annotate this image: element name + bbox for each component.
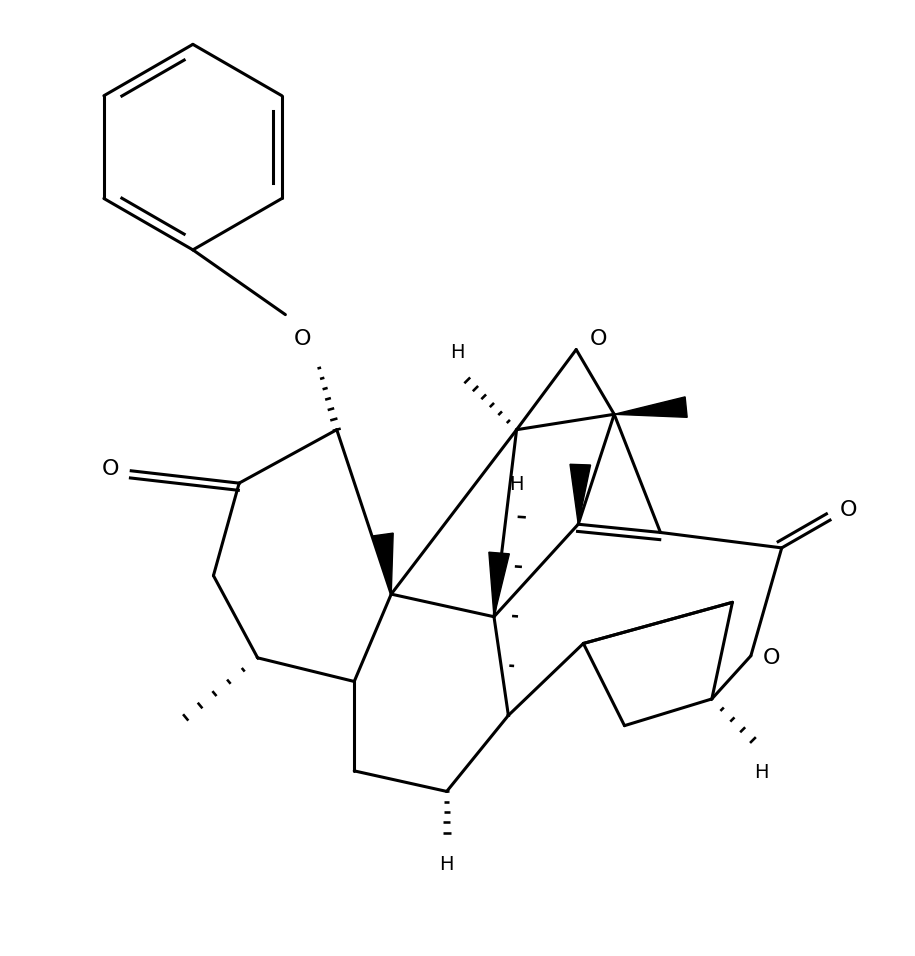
Text: H: H xyxy=(450,343,464,362)
Text: H: H xyxy=(754,763,769,782)
Polygon shape xyxy=(570,465,590,524)
Text: O: O xyxy=(763,648,780,668)
Text: H: H xyxy=(510,475,524,494)
Text: O: O xyxy=(102,459,120,479)
Text: O: O xyxy=(590,329,608,349)
Text: O: O xyxy=(840,500,857,520)
Polygon shape xyxy=(489,553,510,617)
Polygon shape xyxy=(372,533,393,594)
Polygon shape xyxy=(614,397,687,418)
Text: O: O xyxy=(294,329,312,349)
Text: H: H xyxy=(439,855,454,874)
